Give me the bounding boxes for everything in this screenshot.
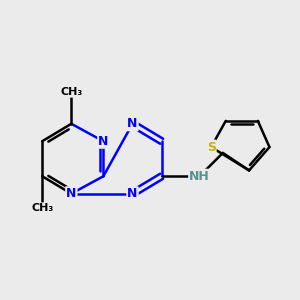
Text: N: N: [66, 187, 76, 200]
Text: NH: NH: [189, 170, 210, 183]
Text: N: N: [127, 187, 138, 200]
Text: N: N: [98, 135, 109, 148]
Text: CH₃: CH₃: [31, 203, 53, 213]
Text: N: N: [127, 117, 138, 130]
Text: CH₃: CH₃: [60, 87, 82, 97]
Text: S: S: [207, 141, 216, 154]
